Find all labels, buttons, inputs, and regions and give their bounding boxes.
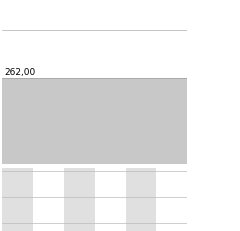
Text: 262,00: 262,00 xyxy=(4,68,36,77)
Bar xyxy=(2,169,33,231)
Bar xyxy=(64,169,95,231)
Bar xyxy=(126,169,156,231)
